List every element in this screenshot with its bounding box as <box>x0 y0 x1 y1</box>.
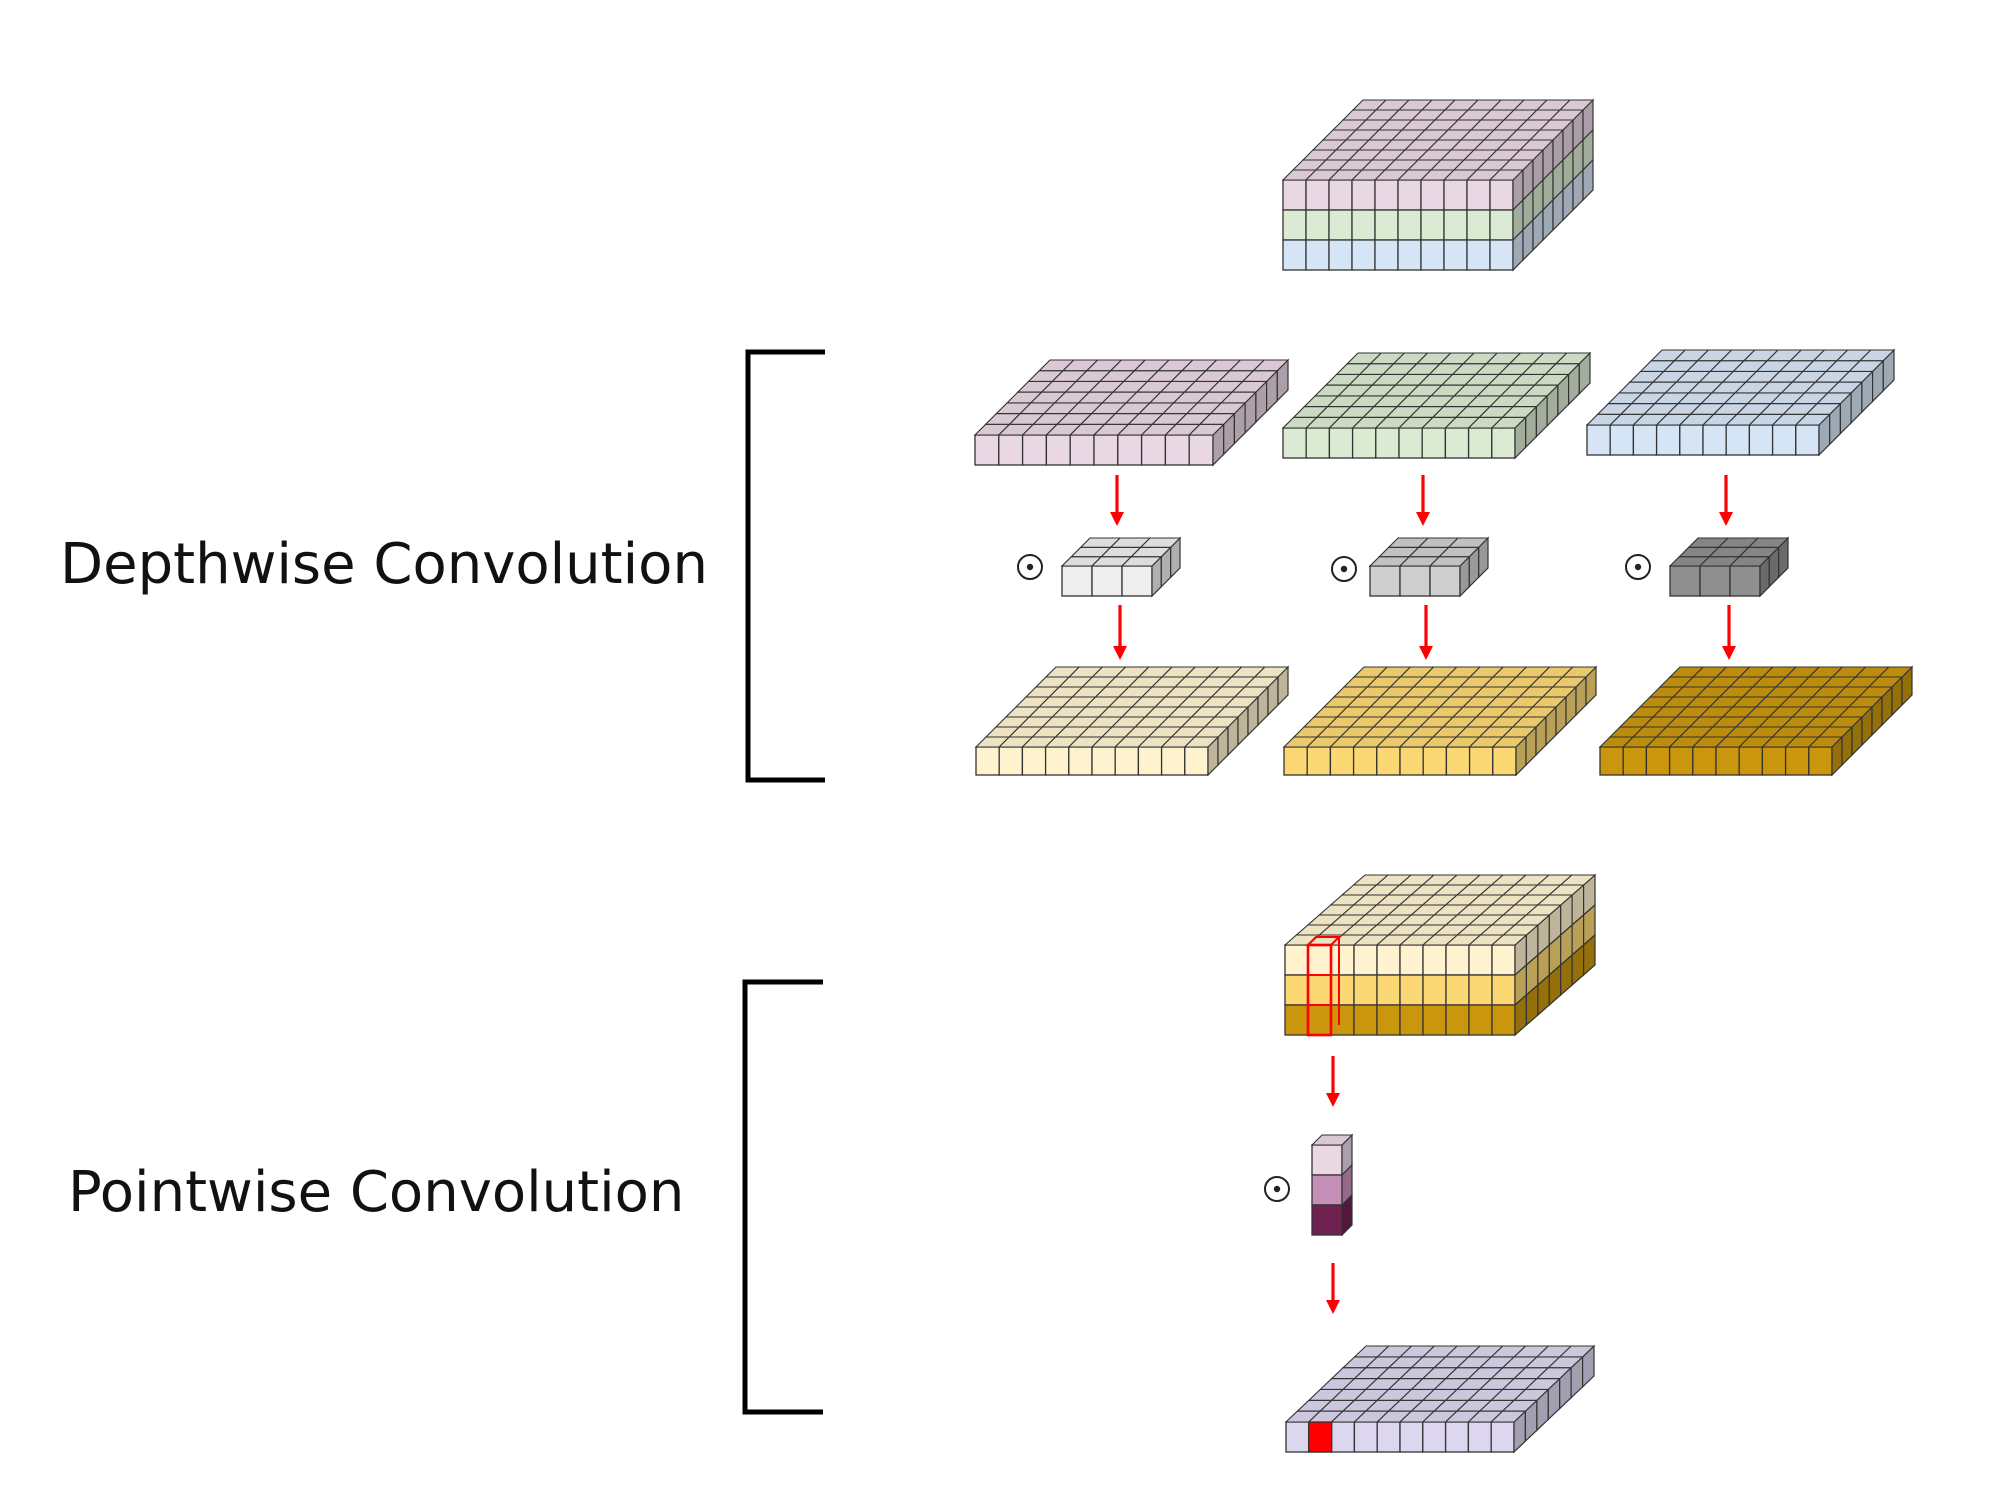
depthwise-operator-3 <box>1625 554 1651 580</box>
input-tensor <box>1281 98 1595 272</box>
pointwise-operator <box>1264 1176 1290 1202</box>
input-channel-1 <box>973 358 1290 467</box>
depthwise-operator-1 <box>1017 554 1043 580</box>
arrow-channel-1-to-kernel <box>1110 475 1124 526</box>
arrow-kernel-1-to-output <box>1113 605 1127 660</box>
output-channel-1 <box>974 665 1290 777</box>
operator-layer <box>1017 554 1651 1202</box>
pointwise-output-highlight-cell <box>1308 1421 1333 1453</box>
arrow-channel-3-to-kernel <box>1719 475 1733 526</box>
kernel-2 <box>1368 536 1490 598</box>
pointwise-kernel <box>1310 1133 1354 1237</box>
arrow-channel-2-to-kernel <box>1416 475 1430 526</box>
kernel-3 <box>1668 536 1790 598</box>
arrow-kernel-to-output <box>1326 1263 1340 1314</box>
depthwise-label: Depthwise Convolution <box>60 532 708 597</box>
stacked-depthwise-output <box>1283 873 1597 1037</box>
input-channel-2 <box>1281 351 1592 460</box>
arrow-kernel-3-to-output <box>1722 605 1736 660</box>
arrow-stack-to-kernel <box>1326 1056 1340 1107</box>
depthwise-bracket <box>745 349 825 783</box>
pointwise-bracket <box>742 979 823 1415</box>
input-channel-3 <box>1585 348 1896 457</box>
pointwise-output <box>1284 1344 1596 1454</box>
output-channel-3 <box>1598 665 1914 777</box>
blocks-layer <box>973 98 1914 1454</box>
arrow-kernel-2-to-output <box>1419 605 1433 660</box>
arrows-layer <box>1110 475 1736 1314</box>
kernel-1 <box>1060 536 1182 598</box>
output-channel-2 <box>1282 665 1598 777</box>
depthwise-operator-2 <box>1331 556 1357 582</box>
pointwise-label: Pointwise Convolution <box>68 1160 684 1225</box>
highlighted-column <box>1305 936 1342 1037</box>
